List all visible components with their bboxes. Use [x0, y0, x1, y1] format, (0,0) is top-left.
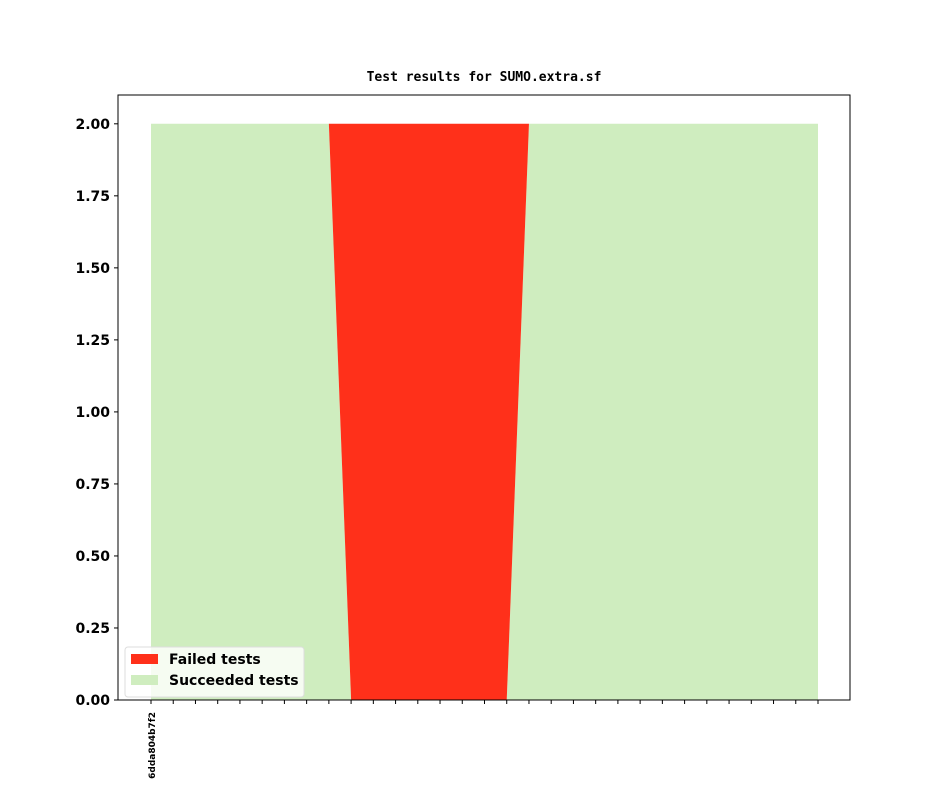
- y-tick-label: 2.00: [75, 117, 110, 133]
- y-tick-label: 1.50: [75, 261, 110, 277]
- legend-swatch: [131, 654, 158, 664]
- y-tick-label: 1.25: [75, 333, 110, 349]
- y-tick-label: 1.00: [75, 405, 110, 421]
- legend-label: Failed tests: [169, 652, 261, 668]
- y-tick-label: 1.75: [75, 189, 110, 205]
- y-tick-label: 0.50: [75, 549, 110, 565]
- y-tick-label: 0.00: [75, 693, 110, 709]
- y-tick-label: 0.25: [75, 621, 110, 637]
- x-tick-label: 6dda804b7f2: [148, 712, 158, 779]
- area: [151, 123, 818, 701]
- chart-title: Test results for SUMO.extra.sf: [367, 70, 602, 85]
- area: [151, 123, 818, 701]
- legend-label: Succeeded tests: [169, 673, 299, 689]
- y-tick-label: 0.75: [75, 477, 110, 493]
- legend: Failed tests Succeeded tests: [124, 646, 305, 698]
- legend-box: [124, 646, 305, 698]
- legend-swatch: [131, 675, 158, 685]
